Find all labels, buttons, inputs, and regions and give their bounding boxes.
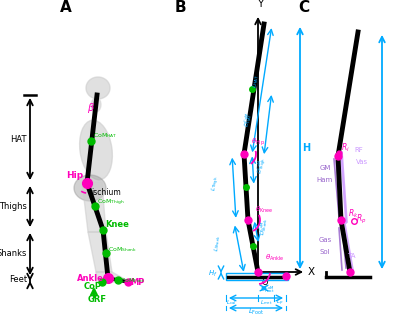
Text: $\theta_{\rm Hip}$: $\theta_{\rm Hip}$: [251, 137, 265, 148]
Text: $L_{\rm Shank}$: $L_{\rm Shank}$: [212, 233, 224, 252]
Text: Gas: Gas: [319, 237, 332, 243]
Ellipse shape: [74, 175, 106, 201]
Text: $L_{\rm cal}$: $L_{\rm cal}$: [226, 298, 236, 307]
Text: $R_i$: $R_i$: [341, 141, 350, 153]
Ellipse shape: [86, 77, 110, 99]
Text: $H_f$: $H_f$: [208, 269, 218, 279]
Text: HAT: HAT: [10, 134, 27, 143]
Text: B: B: [175, 0, 187, 15]
Text: $\theta_{\rm Knee}$: $\theta_{\rm Knee}$: [255, 205, 273, 215]
Text: $R_k$: $R_k$: [348, 207, 358, 219]
Text: Feet: Feet: [9, 276, 27, 285]
Text: Thighs: Thighs: [0, 202, 27, 211]
Text: Y: Y: [257, 0, 263, 9]
Text: Vas: Vas: [356, 159, 368, 165]
Polygon shape: [82, 182, 106, 232]
Text: $L_{\rm Thigh}$: $L_{\rm Thigh}$: [210, 175, 223, 192]
Text: $D_{\rm Shank}^{\rm CoM}$: $D_{\rm Shank}^{\rm CoM}$: [257, 216, 270, 236]
Text: $L_{\rm HAT}$: $L_{\rm HAT}$: [250, 73, 262, 89]
Text: $D_{\rm Foot}^{\rm CoM}$: $D_{\rm Foot}^{\rm CoM}$: [260, 284, 275, 295]
Text: Sol: Sol: [319, 249, 330, 255]
Text: X: X: [308, 267, 315, 277]
Text: CoM$_{\rm Foot}$: CoM$_{\rm Foot}$: [120, 276, 145, 285]
Polygon shape: [88, 232, 112, 272]
Text: $R_p$: $R_p$: [356, 213, 366, 226]
Text: Ham: Ham: [316, 177, 332, 183]
Text: $D_{\rm HAT}^{\rm CoM}$: $D_{\rm HAT}^{\rm CoM}$: [242, 112, 255, 128]
Polygon shape: [96, 272, 130, 282]
Text: O: O: [261, 278, 268, 287]
Text: $L_{\rm met}$: $L_{\rm met}$: [260, 298, 272, 307]
Text: C: C: [298, 0, 309, 15]
Text: CoM$_{\rm Thigh}$: CoM$_{\rm Thigh}$: [97, 198, 124, 208]
Text: RF: RF: [354, 147, 363, 153]
Text: TA: TA: [347, 253, 356, 259]
Text: GM: GM: [320, 165, 331, 171]
Text: CoM$_{\rm Shank}$: CoM$_{\rm Shank}$: [108, 245, 137, 254]
Text: ischium: ischium: [91, 188, 121, 197]
Text: Shanks: Shanks: [0, 250, 27, 259]
Text: GRF: GRF: [88, 295, 107, 304]
Text: MP: MP: [130, 278, 144, 287]
Text: A: A: [60, 0, 72, 15]
Text: $\beta$: $\beta$: [87, 101, 95, 115]
Text: $D_{\rm Thigh}^{\rm CoM}$: $D_{\rm Thigh}^{\rm CoM}$: [255, 156, 270, 175]
Text: Ankle: Ankle: [77, 274, 104, 283]
Text: $L_{\rm Foot}$: $L_{\rm Foot}$: [248, 307, 264, 317]
Text: H: H: [302, 143, 310, 153]
Text: $\theta_{\rm Ankle}$: $\theta_{\rm Ankle}$: [265, 253, 285, 263]
Text: CoM$_{\rm HAT}$: CoM$_{\rm HAT}$: [93, 131, 118, 140]
Text: Knee: Knee: [105, 220, 129, 229]
Ellipse shape: [91, 98, 101, 112]
Text: Hip: Hip: [66, 171, 83, 180]
Text: CoP: CoP: [84, 282, 102, 291]
Ellipse shape: [80, 120, 112, 180]
Text: $L_p$: $L_p$: [276, 298, 284, 308]
